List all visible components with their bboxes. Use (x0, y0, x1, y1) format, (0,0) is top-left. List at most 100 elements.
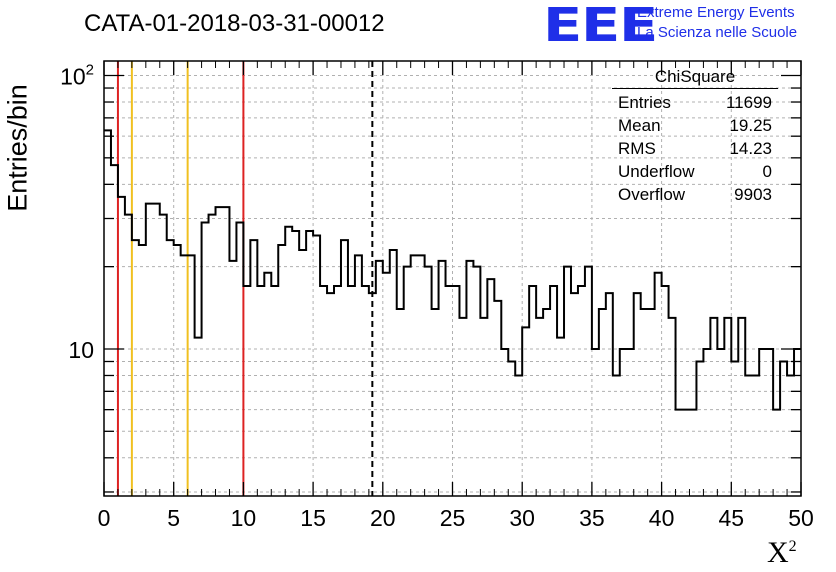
histogram-bin (683, 410, 690, 496)
histogram-bin (648, 309, 655, 496)
histogram-bin (759, 349, 766, 496)
x-tick-label: 30 (509, 505, 535, 531)
histogram-bin (627, 349, 634, 496)
histogram-series (104, 129, 801, 411)
histogram-bin (620, 349, 627, 496)
grid-layer (104, 61, 801, 496)
histogram-bin (522, 327, 529, 496)
histogram-bin (306, 231, 313, 496)
histogram-bin (188, 255, 195, 496)
stats-divider (612, 88, 778, 89)
histogram-bin (613, 375, 620, 496)
histogram-bin (564, 267, 571, 496)
histogram-bin (536, 318, 543, 496)
eee-logo-icon: EEE (543, 0, 658, 52)
histogram-bin (320, 286, 327, 496)
stats-label: RMS (618, 139, 656, 158)
histogram-bin (787, 375, 794, 496)
stats-row-mean: Mean 19.25 (612, 114, 778, 137)
x-tick-label: 40 (649, 505, 675, 531)
histogram-bin (243, 286, 250, 496)
histogram-bin (634, 293, 641, 496)
stats-title: ChiSquare (654, 67, 736, 86)
y-tick-label: 10 (68, 337, 94, 363)
y-axis-label-box: Entries/bin (3, 84, 33, 212)
y-axis-label: Entries/bin (2, 84, 33, 212)
histogram-bin (250, 240, 257, 496)
histogram-bin (167, 240, 174, 496)
histogram-bin (557, 338, 564, 496)
histogram-bin (292, 231, 299, 496)
x-axis-label-exponent: 2 (788, 538, 797, 555)
chart-title: CATA-01-2018-03-31-00012 (84, 10, 385, 37)
histogram-bin (153, 204, 160, 496)
histogram-bin (257, 286, 264, 496)
x-tick-label: 5 (167, 505, 180, 531)
histogram-bin (676, 410, 683, 496)
x-tick-label: 10 (231, 505, 257, 531)
stats-label: Mean (618, 116, 661, 135)
histogram-bin (794, 349, 801, 496)
histogram-bin (487, 279, 494, 496)
histogram-bin (348, 286, 355, 496)
axis-ticks (103, 61, 802, 496)
histogram-bin (669, 318, 676, 496)
stats-value: 14.23 (729, 139, 772, 158)
logo-text-line-2: La Scienza nelle Scuole (637, 24, 798, 41)
x-axis-label: X2 (767, 536, 797, 570)
histogram-bin (216, 207, 223, 496)
histogram-bin (585, 267, 592, 496)
histogram-bin (439, 261, 446, 496)
y-tick-label: 102 (60, 62, 94, 90)
stats-label: Overflow (618, 185, 686, 204)
x-tick-label: 0 (98, 505, 111, 531)
histogram-bin (341, 240, 348, 496)
logo-text-line-1: Extreme Energy Events (637, 4, 795, 21)
histogram-bin (655, 273, 662, 496)
histogram-bin (334, 286, 341, 496)
histogram-bin (271, 286, 278, 496)
x-tick-label: 25 (440, 505, 466, 531)
histogram-bin (111, 165, 118, 496)
histogram-bin (160, 215, 167, 496)
histogram-bin (299, 250, 306, 496)
histogram-bin (446, 286, 453, 496)
histogram-bin (473, 267, 480, 496)
x-tick-label: 15 (300, 505, 326, 531)
histogram-bin (529, 286, 536, 496)
histogram-bin (780, 361, 787, 496)
histogram-bin (689, 410, 696, 496)
histogram-bin (418, 255, 425, 496)
histogram-bin (515, 375, 522, 496)
histogram-bin (550, 286, 557, 496)
x-tick-label: 20 (370, 505, 396, 531)
histogram-bin (599, 309, 606, 496)
histogram-bin (181, 255, 188, 496)
stats-row-overflow: Overflow 9903 (612, 183, 778, 206)
histogram-bin (773, 410, 780, 496)
histogram-bin (752, 375, 759, 496)
histogram-bin (313, 236, 320, 496)
histogram-bin (411, 255, 418, 496)
histogram-bin (139, 245, 146, 496)
stats-row-entries: Entries 11699 (612, 91, 778, 114)
histogram-bin (236, 223, 243, 496)
stats-box: ChiSquare Entries 11699 Mean 19.25 RMS 1… (612, 66, 778, 206)
histogram-bin (425, 267, 432, 496)
histogram-bin (606, 293, 613, 496)
histogram-bin (543, 309, 550, 496)
histogram-bin (592, 349, 599, 496)
histogram-bin (501, 349, 508, 496)
histogram-bin (132, 240, 139, 496)
stats-value: 0 (762, 162, 772, 181)
tick-labels: 0 5 10 15 20 25 30 35 40 45 50 10 102 (60, 62, 814, 531)
histogram-bin (641, 309, 648, 496)
histogram-bin (432, 309, 439, 496)
histogram-bin (466, 261, 473, 496)
stats-label: Entries (618, 93, 671, 112)
x-axis-label-base: X (767, 536, 789, 569)
x-tick-label: 50 (788, 505, 814, 531)
histogram-bin (202, 223, 209, 496)
histogram-bin (285, 227, 292, 496)
histogram-bin (453, 286, 460, 496)
